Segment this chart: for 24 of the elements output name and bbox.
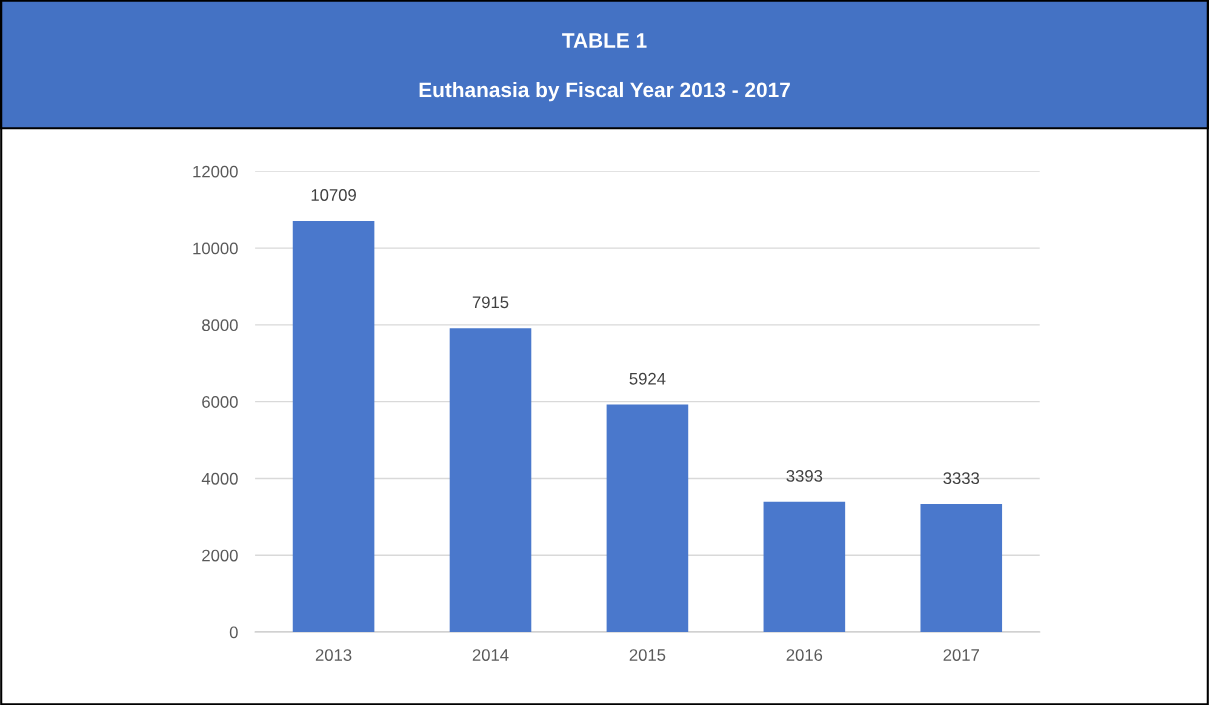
bar xyxy=(920,504,1003,633)
data-label: 7915 xyxy=(472,296,509,309)
chart-title: TABLE 1 xyxy=(562,33,647,48)
bar xyxy=(292,220,375,633)
x-tick-label: 2014 xyxy=(472,649,509,661)
y-tick-label: 8000 xyxy=(202,319,238,332)
data-label: 3333 xyxy=(943,472,980,485)
x-tick-label: 2015 xyxy=(629,649,666,661)
data-label: 3393 xyxy=(786,470,823,482)
y-tick-label: 10000 xyxy=(193,242,238,255)
y-tick-label: 0 xyxy=(229,626,238,639)
x-tick-label: 2017 xyxy=(943,649,979,661)
y-tick-label: 2000 xyxy=(202,549,238,562)
y-tick-label: 6000 xyxy=(202,396,238,408)
y-tick-label: 4000 xyxy=(201,472,238,485)
data-label: 10709 xyxy=(311,189,356,201)
chart-subtitle: Euthanasia by Fiscal Year 2013 - 2017 xyxy=(419,81,790,102)
x-tick-label: 2013 xyxy=(315,649,352,661)
bar xyxy=(449,328,532,633)
bar xyxy=(763,501,846,633)
y-tick-label: 12000 xyxy=(193,165,238,178)
bar xyxy=(606,404,689,633)
x-tick-label: 2016 xyxy=(786,649,823,661)
data-label: 5924 xyxy=(629,372,666,385)
